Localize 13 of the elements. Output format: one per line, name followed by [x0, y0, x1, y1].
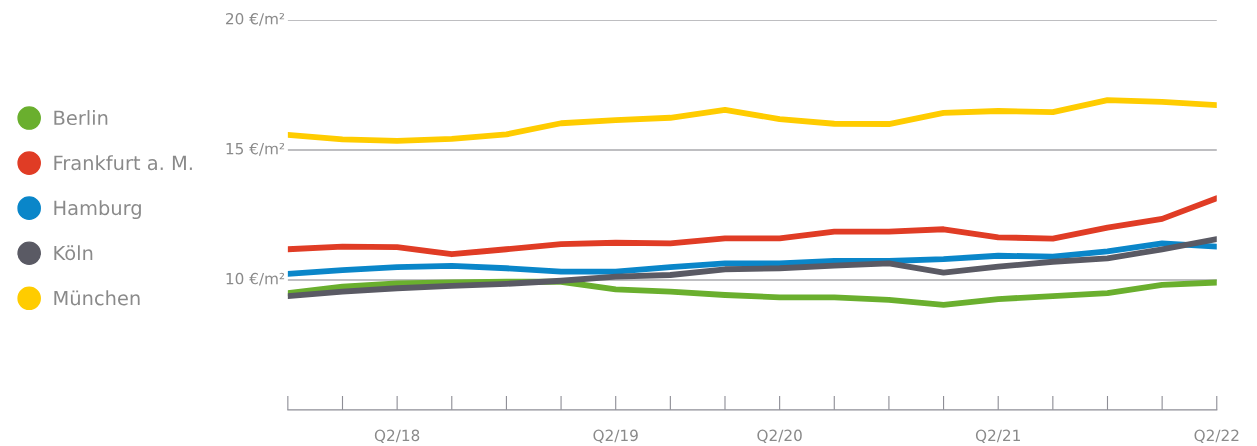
y-tick-label: 10 €/m² — [226, 272, 285, 286]
y-tick-label: 20 €/m² — [226, 12, 285, 26]
legend-label: München — [54, 290, 140, 306]
legend-label: Hamburg — [54, 200, 141, 220]
x-tick-label: Q2/18 — [374, 429, 420, 443]
legend-label: Köln — [54, 245, 93, 261]
legend-label: Frankfurt a. M. — [54, 155, 192, 171]
legend-label: Berlin — [54, 110, 108, 126]
x-tick-label: Q2/20 — [757, 429, 802, 443]
x-tick-label: Q2/22 — [1194, 429, 1239, 443]
y-tick-label: 15 €/m² — [226, 142, 285, 156]
x-tick-label: Q2/21 — [975, 429, 1020, 443]
x-tick-label: Q2/19 — [593, 429, 638, 443]
